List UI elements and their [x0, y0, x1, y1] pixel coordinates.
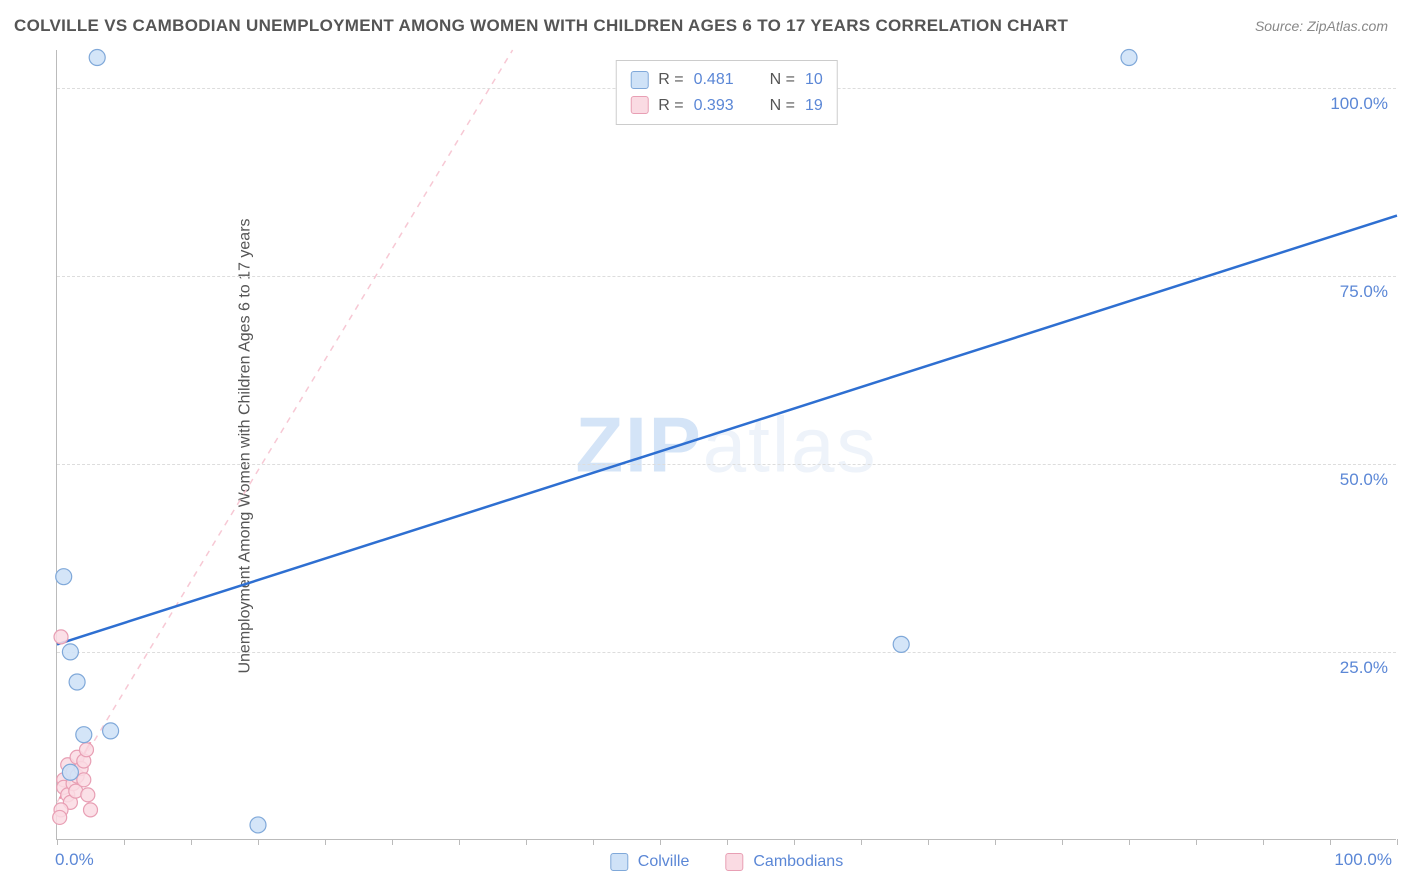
- swatch-cambodians: [630, 96, 648, 114]
- chart-title: COLVILLE VS CAMBODIAN UNEMPLOYMENT AMONG…: [14, 16, 1068, 36]
- data-point: [56, 569, 72, 585]
- y-tick-label: 75.0%: [1340, 282, 1388, 302]
- data-point: [250, 817, 266, 833]
- x-tick-label: 100.0%: [1334, 850, 1392, 870]
- legend-item-colville: Colville: [610, 853, 690, 871]
- data-point: [77, 773, 91, 787]
- data-point: [69, 674, 85, 690]
- data-point: [79, 743, 93, 757]
- data-point: [54, 630, 68, 644]
- data-point: [89, 50, 105, 66]
- R-label: R =: [658, 67, 683, 93]
- data-point: [81, 788, 95, 802]
- data-point: [103, 723, 119, 739]
- N-value-cambodians: 19: [805, 93, 823, 119]
- stats-legend: R = 0.481 N = 10 R = 0.393 N = 19: [615, 60, 838, 125]
- R-value-cambodians: 0.393: [694, 93, 734, 119]
- stats-row-colville: R = 0.481 N = 10: [630, 67, 823, 93]
- R-value-colville: 0.481: [694, 67, 734, 93]
- y-tick-label: 50.0%: [1340, 470, 1388, 490]
- data-point: [62, 644, 78, 660]
- series-legend: Colville Cambodians: [610, 853, 843, 871]
- data-point: [893, 636, 909, 652]
- source-attribution: Source: ZipAtlas.com: [1255, 18, 1388, 34]
- N-label: N =: [770, 93, 795, 119]
- legend-swatch-colville: [610, 853, 628, 871]
- y-tick-label: 25.0%: [1340, 658, 1388, 678]
- chart-container: COLVILLE VS CAMBODIAN UNEMPLOYMENT AMONG…: [0, 0, 1406, 892]
- data-point: [84, 803, 98, 817]
- source-prefix: Source:: [1255, 18, 1307, 34]
- data-point: [76, 727, 92, 743]
- legend-item-cambodians: Cambodians: [725, 853, 843, 871]
- plot-svg: [57, 50, 1396, 839]
- swatch-colville: [630, 71, 648, 89]
- legend-swatch-cambodians: [725, 853, 743, 871]
- legend-label-cambodians: Cambodians: [753, 853, 843, 871]
- legend-label-colville: Colville: [638, 853, 690, 871]
- plot-area: ZIPatlas R = 0.481 N = 10 R = 0.393 N = …: [56, 50, 1396, 840]
- N-value-colville: 10: [805, 67, 823, 93]
- x-tick-label: 0.0%: [55, 850, 94, 870]
- stats-row-cambodians: R = 0.393 N = 19: [630, 93, 823, 119]
- data-point: [53, 810, 67, 824]
- N-label: N =: [770, 67, 795, 93]
- y-tick-label: 100.0%: [1330, 94, 1388, 114]
- data-point: [1121, 50, 1137, 66]
- data-point: [62, 764, 78, 780]
- source-name: ZipAtlas.com: [1307, 18, 1388, 34]
- R-label: R =: [658, 93, 683, 119]
